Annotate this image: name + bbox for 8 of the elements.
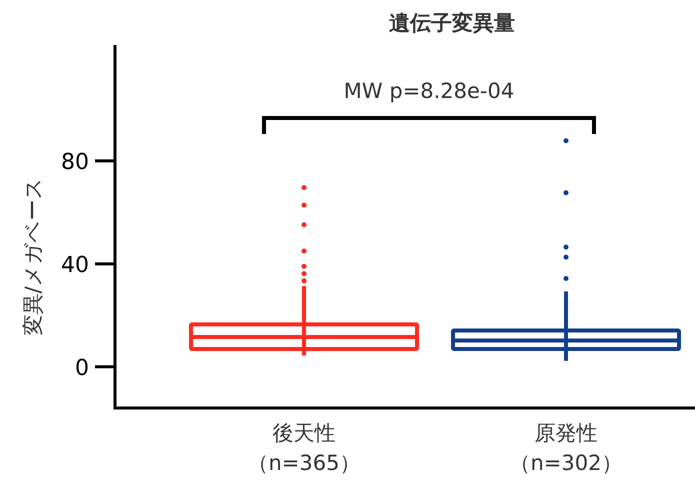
- annotation: MW p=8.28e-04: [344, 79, 514, 103]
- y-tick-label: 40: [61, 252, 89, 278]
- x-tick-label: 原発性（n=302）: [510, 421, 622, 475]
- x-tick-label: 後天性（n=365）: [248, 421, 360, 475]
- y-tick-label: 80: [61, 150, 89, 175]
- y-tick-label: 0: [75, 356, 89, 381]
- chart-title: 遺伝子変異量: [389, 11, 515, 35]
- y-axis-title: 変異/メガベース: [21, 177, 45, 336]
